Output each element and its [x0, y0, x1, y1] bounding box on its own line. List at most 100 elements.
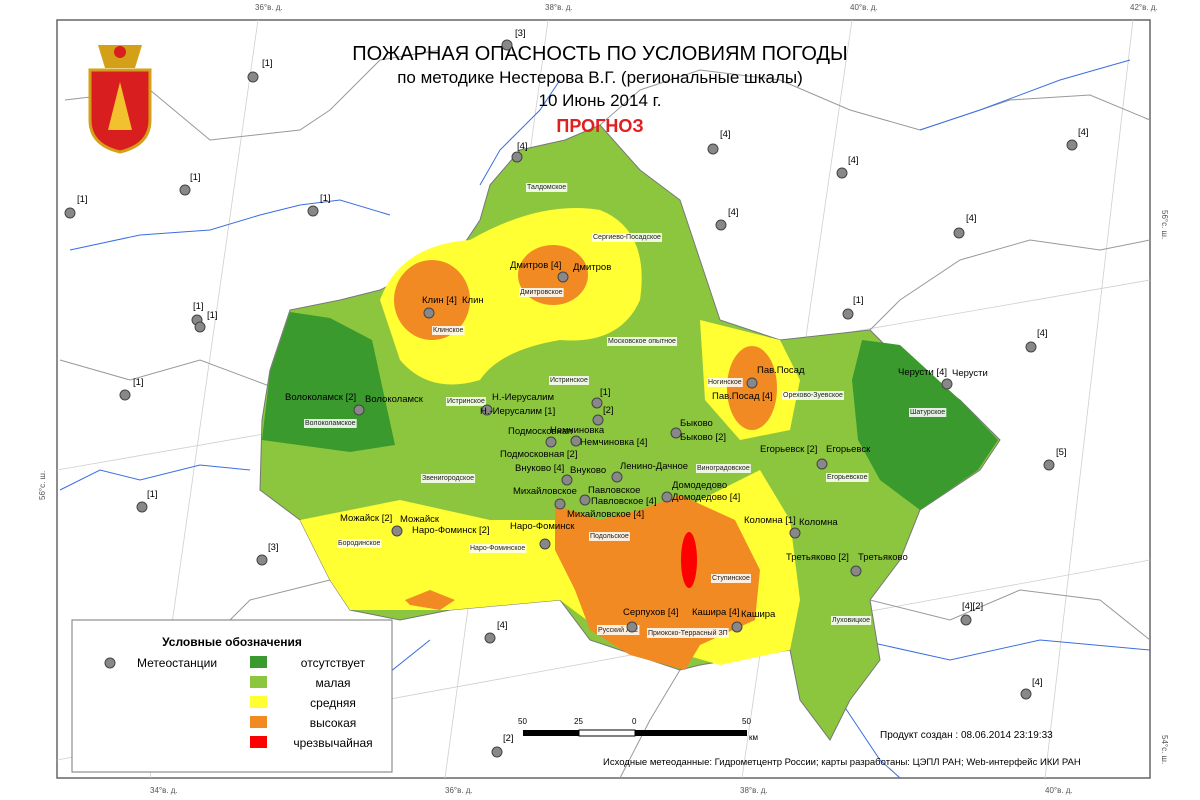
- station-label: Домодедово [4]: [672, 492, 740, 503]
- scale-label: км: [749, 733, 758, 742]
- station-marker: [953, 227, 965, 239]
- station-marker: [179, 184, 191, 196]
- legend-label: малая: [315, 676, 350, 690]
- station-label: [3]: [268, 542, 279, 553]
- station-label: Быково [2]: [680, 432, 726, 443]
- district-label-bg: [446, 397, 486, 406]
- scale-label: 50: [742, 717, 751, 726]
- district-label-bg: [526, 183, 568, 192]
- station-label: Можайск: [400, 514, 440, 525]
- district-label-bg: [597, 625, 640, 635]
- legend-swatch: [250, 696, 267, 708]
- station-label: [1]: [190, 172, 201, 183]
- district-label: Виноградовское: [697, 465, 750, 472]
- district-label: Талдомское: [527, 184, 566, 191]
- station-label: Третьяково [2]: [786, 552, 849, 563]
- district-label: Звенигородское: [422, 475, 474, 482]
- station-marker: [247, 71, 259, 83]
- station-marker: [1020, 688, 1032, 700]
- station-marker: [561, 474, 573, 486]
- map-title: ПОЖАРНАЯ ОПАСНОСТЬ ПО УСЛОВИЯМ ПОГОДЫ: [352, 43, 847, 65]
- station-label: Дмитров: [573, 262, 611, 273]
- coord-label: 38°в. д.: [545, 3, 573, 12]
- map-date: 10 Июнь 2014 г.: [539, 91, 662, 110]
- station-marker: [484, 632, 496, 644]
- district-labels: Талдомское Сергиево-Посадское Дмитровское К…: [304, 183, 947, 638]
- station-marker: [256, 554, 268, 566]
- district-label: Наро-Фоминское: [470, 545, 525, 552]
- station-label: Ленино-Дачное: [620, 461, 688, 472]
- district-label-bg: [589, 532, 630, 541]
- station-label: [4]: [728, 207, 739, 218]
- station-label: [1]: [853, 295, 864, 306]
- station-label: [1]: [133, 377, 144, 388]
- zone-none: [262, 312, 395, 452]
- station-marker: [670, 427, 682, 439]
- station-marker: [353, 404, 365, 416]
- district-label: Русский Лес: [598, 626, 638, 634]
- district-label-bg: [831, 616, 872, 625]
- station-label: Павловское: [588, 485, 640, 496]
- district-label: Орехово-Зуевское: [783, 392, 843, 399]
- station-label: [4]: [848, 155, 859, 166]
- coord-label: 38°в. д.: [740, 786, 768, 795]
- legend-label: средняя: [310, 696, 356, 710]
- district-label-bg: [592, 233, 662, 242]
- station-label: Внуково [4]: [515, 463, 564, 474]
- zone-none: [852, 340, 998, 510]
- station-marker: [1025, 341, 1037, 353]
- station-marker: [960, 614, 972, 626]
- station-label: Можайск [2]: [340, 513, 392, 524]
- station-label: Волоколамск [2]: [285, 392, 356, 403]
- station-label: Третьяково: [858, 552, 908, 563]
- station-marker: [611, 471, 623, 483]
- station-marker: [511, 151, 523, 163]
- district-label: Егорьевское: [827, 474, 868, 481]
- station-marker: [554, 498, 566, 510]
- station-label: Егорьевск [2]: [760, 444, 817, 455]
- station-label: Черусти [4]: [898, 367, 947, 378]
- scale-label: 0: [632, 717, 637, 726]
- station-label: Волоколамск: [365, 394, 424, 405]
- district-label-bg: [469, 544, 527, 553]
- district-label-bg: [549, 376, 589, 385]
- district-label: Московское опытное: [608, 338, 676, 345]
- station-label: Михайловское [4]: [567, 509, 644, 520]
- district-label: Приокско-Террасный ЗП: [648, 629, 728, 637]
- district-label: Волоколамское: [305, 420, 356, 427]
- station-label: [4]: [1078, 127, 1089, 138]
- station-label: Наро-Фоминск [2]: [412, 525, 490, 536]
- station-marker: [746, 377, 758, 389]
- stations: [1][3][1][1] [1][1][1][1][1][3][4][2][4][…: [64, 28, 1089, 758]
- sources-note: Исходные метеоданные: Гидрометцентр Росс…: [603, 757, 1081, 768]
- station-label: [4]: [720, 129, 731, 140]
- legend-label: отсутствует: [301, 656, 366, 670]
- station-marker: [836, 167, 848, 179]
- coord-label: 56°с. ш.: [1160, 210, 1169, 239]
- station-label: Внуково: [570, 465, 606, 476]
- district-label: Сергиево-Посадское: [593, 234, 661, 241]
- station-label: [4]: [497, 620, 508, 631]
- station-label: Пав.Посад [4]: [712, 391, 773, 402]
- zone-extreme: [681, 532, 697, 588]
- station-label: Немчиновка [4]: [580, 437, 647, 448]
- station-marker: [789, 527, 801, 539]
- station-label: Н.-Иерусалим [1]: [480, 406, 555, 417]
- station-marker: [626, 621, 638, 633]
- zone-high: [394, 260, 470, 340]
- district-label: Истринское: [550, 377, 588, 384]
- station-marker: [491, 746, 503, 758]
- district-label: Луховицкое: [832, 617, 870, 624]
- station-label: [1]: [193, 301, 204, 312]
- scale-bar: [523, 729, 747, 737]
- district-label: Ступинское: [712, 575, 750, 582]
- coord-label: 36°в. д.: [255, 3, 283, 12]
- station-label: [4][2]: [962, 601, 983, 612]
- station-marker: [423, 307, 435, 319]
- station-label: Коломна [1]: [744, 515, 796, 526]
- station-marker: [850, 565, 862, 577]
- district-label: Ногинское: [708, 379, 742, 386]
- station-label: [4]: [966, 213, 977, 224]
- district-label-bg: [432, 326, 465, 335]
